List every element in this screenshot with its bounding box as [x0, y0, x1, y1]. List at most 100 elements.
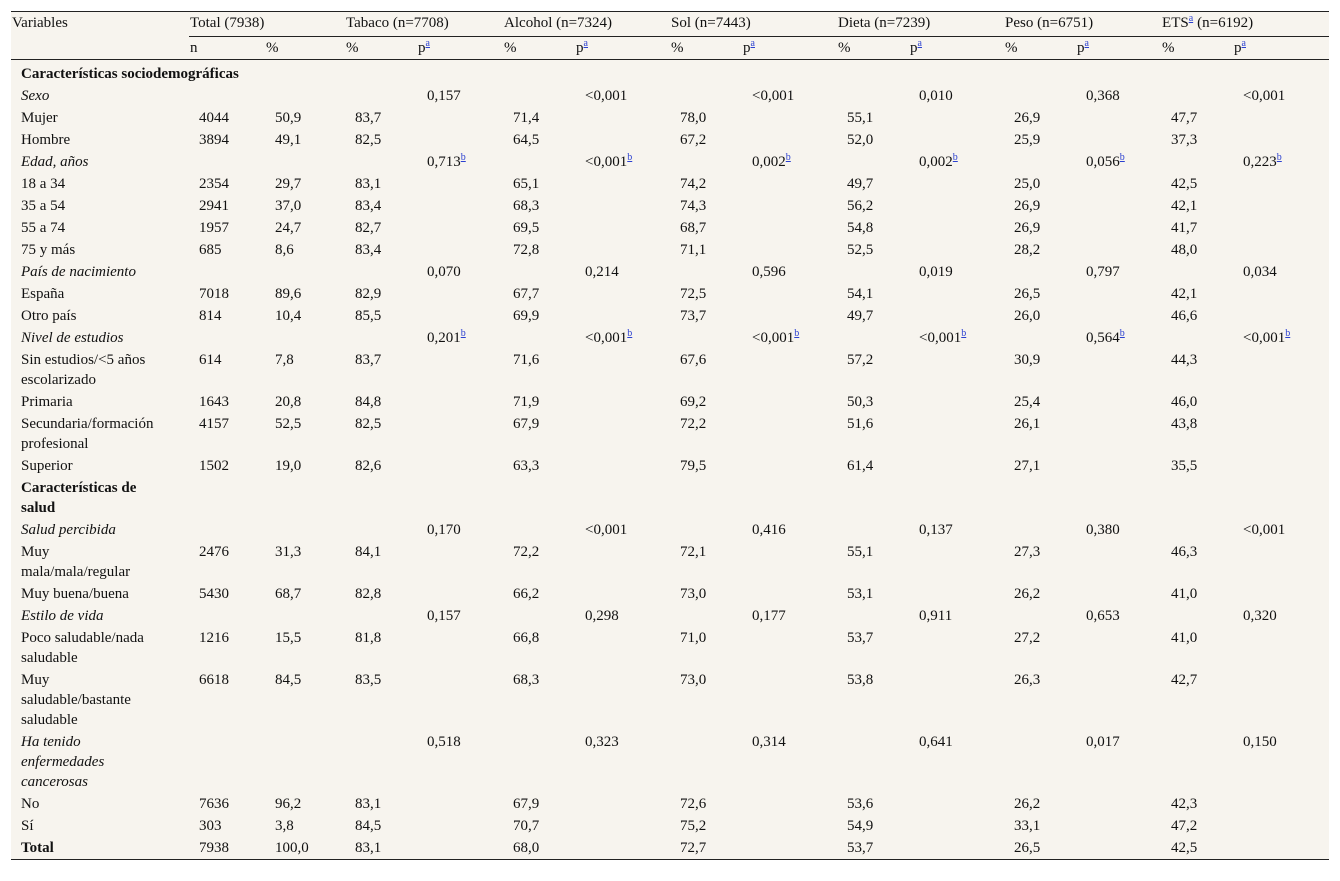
p-value-text: 0,416 [752, 522, 786, 538]
empty-cell [670, 327, 742, 349]
pct-value: 42,1 [1171, 286, 1198, 302]
empty-cell [265, 731, 345, 793]
row-label: Poco saludable/nada saludable [21, 630, 144, 666]
p-value: 0,911 [909, 605, 1004, 627]
header-row: Variables Total (7938) Tabaco (n=7708) Alc… [11, 11, 1330, 60]
footnote-link[interactable]: b [1285, 328, 1291, 339]
pct-value: 53,7 [847, 840, 874, 856]
p-value-text: 0,010 [919, 88, 953, 104]
footnote-link[interactable]: b [460, 152, 466, 163]
pct-value: 26,9 [1014, 198, 1041, 214]
row-total: Total 7938 100,0 83,1 68,0 72,7 53,7 26,5 42,5 [11, 837, 1329, 860]
footnote-link[interactable]: b [961, 328, 967, 339]
n-value: 4157 [199, 416, 229, 432]
pct-value: 42,5 [1171, 840, 1198, 856]
footnote-ref: b [1285, 328, 1290, 339]
pct-value: 41,0 [1171, 630, 1198, 646]
group-label: Alcohol (n=7324) [504, 15, 613, 31]
data-table: Variables Total (7938) Tabaco (n=7708) Alc… [11, 11, 1330, 860]
empty-cell [1076, 195, 1161, 217]
footnote-link[interactable]: b [627, 152, 633, 163]
n-value: 1502 [199, 458, 229, 474]
empty-cell [909, 107, 1004, 129]
p-value-text: 0,298 [585, 608, 619, 624]
footnote-link[interactable]: a [1188, 13, 1194, 24]
footnote-link[interactable]: a [1241, 38, 1246, 49]
footnote-link[interactable]: b [460, 328, 466, 339]
pct-value: 35,5 [1171, 458, 1198, 474]
pct-value: 15,5 [275, 630, 302, 646]
pct-value: 84,8 [355, 394, 382, 410]
empty-cell [1076, 583, 1161, 605]
empty-cell [417, 349, 503, 391]
empty-cell [575, 455, 670, 477]
n-value: 7018 [199, 286, 229, 302]
empty-cell [909, 173, 1004, 195]
group-label: Total (7938) [190, 15, 265, 31]
footnote-link[interactable]: a [750, 38, 755, 49]
row-label: Muy saludable/bastante saludable [21, 672, 131, 728]
empty-cell [837, 327, 909, 349]
empty-cell [575, 107, 670, 129]
empty-cell [742, 627, 837, 669]
pct-value: 26,5 [1014, 286, 1041, 302]
empty-cell [1233, 239, 1329, 261]
row-item: 35 a 54 2941 37,0 83,4 68,3 74,3 56,2 26,9 42,1 [11, 195, 1329, 217]
empty-cell [417, 815, 503, 837]
footnote-link[interactable]: a [1084, 38, 1089, 49]
p-value-text: 0,177 [752, 608, 786, 624]
empty-cell [742, 391, 837, 413]
table-body: Características sociodemográficas Sexo 0,1… [11, 60, 1329, 860]
pct-value: 10,4 [275, 308, 302, 324]
empty-cell [1233, 195, 1329, 217]
pct-value: 53,7 [847, 630, 874, 646]
p-value: 0,797 [1076, 261, 1161, 283]
p-value: 0,056b [1076, 151, 1161, 173]
pct-value: 42,5 [1171, 176, 1198, 192]
empty-cell [1004, 327, 1076, 349]
pct-value: 96,2 [275, 796, 302, 812]
empty-cell [575, 217, 670, 239]
footnote-link[interactable]: b [627, 328, 633, 339]
row-label: País de nacimiento [21, 264, 136, 280]
p-value: 0,416 [742, 519, 837, 541]
pct-value: 81,8 [355, 630, 382, 646]
footnote-link[interactable]: b [1119, 152, 1125, 163]
footnote-link[interactable]: b [794, 328, 800, 339]
footnote-link[interactable]: a [917, 38, 922, 49]
empty-cell [1161, 731, 1233, 793]
pct-value: 83,4 [355, 242, 382, 258]
pct-value: 42,7 [1171, 672, 1198, 688]
pct-value: 72,6 [680, 796, 707, 812]
p-value-text: 0,002 [919, 154, 953, 170]
empty-cell [909, 349, 1004, 391]
p-value-text: 0,056 [1086, 154, 1120, 170]
row-item: 55 a 74 1957 24,7 82,7 69,5 68,7 54,8 26,9 41,7 [11, 217, 1329, 239]
p-value: 0,150 [1233, 731, 1329, 793]
row-group: Nivel de estudios 0,201b <0,001b <0,001b <0,… [11, 327, 1329, 349]
footnote-link[interactable]: b [952, 152, 958, 163]
p-value: <0,001b [909, 327, 1004, 349]
subheader-label: p [576, 40, 584, 56]
footnote-link[interactable]: b [785, 152, 791, 163]
pct-value: 25,9 [1014, 132, 1041, 148]
row-label: Edad, años [21, 154, 89, 170]
empty-cell [742, 583, 837, 605]
empty-cell [417, 793, 503, 815]
row-label: Estilo de vida [21, 608, 104, 624]
footnote-link[interactable]: b [1119, 328, 1125, 339]
empty-cell [670, 85, 742, 107]
p-value-text: <0,001 [585, 522, 628, 538]
empty-cell [417, 217, 503, 239]
pct-value: 83,1 [355, 840, 382, 856]
subheader: pa [909, 36, 1005, 60]
footnote-link[interactable]: a [425, 38, 430, 49]
p-value-text: 0,641 [919, 734, 953, 750]
p-value-text: 0,596 [752, 264, 786, 280]
footnote-link[interactable]: b [1276, 152, 1282, 163]
row-section: Características sociodemográficas [11, 60, 1329, 86]
pct-value: 46,0 [1171, 394, 1198, 410]
n-value: 303 [199, 818, 222, 834]
footnote-link[interactable]: a [583, 38, 588, 49]
empty-cell [417, 107, 503, 129]
